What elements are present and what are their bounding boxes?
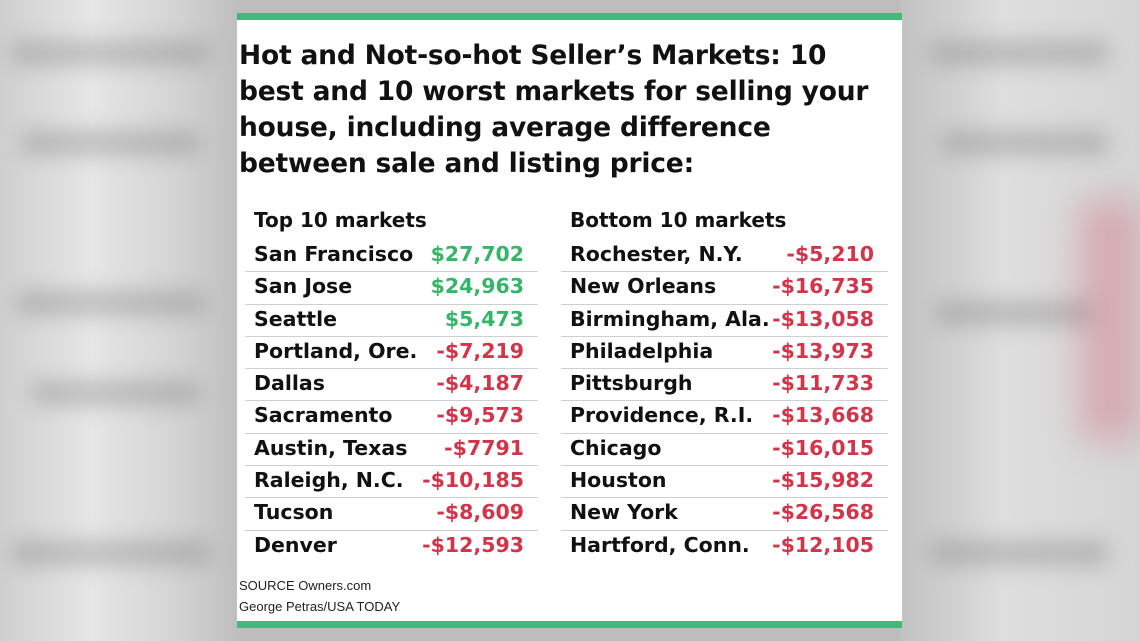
price-difference: -$13,668	[772, 403, 874, 428]
blurred-shape	[15, 290, 205, 316]
blurred-shape	[10, 40, 210, 66]
market-city: Dallas	[254, 371, 325, 396]
table-row: San Francisco $27,702	[245, 240, 538, 273]
market-city: Portland, Ore.	[254, 338, 418, 363]
blurred-shape	[1080, 200, 1140, 440]
price-difference: -$16,015	[772, 435, 874, 460]
market-city: Denver	[254, 532, 337, 557]
price-difference: -$16,735	[772, 274, 874, 299]
market-city: Houston	[570, 468, 667, 493]
price-difference: -$8,609	[436, 500, 524, 525]
blurred-shape	[30, 380, 200, 406]
price-difference: -$11,733	[772, 371, 874, 396]
price-difference: -$7791	[444, 435, 524, 460]
price-difference: -$10,185	[422, 468, 524, 493]
market-city: San Francisco	[254, 242, 414, 266]
market-city: Providence, R.I.	[570, 403, 754, 428]
price-difference: -$9,573	[436, 403, 524, 428]
table-row: Austin, Texas -$7791	[245, 434, 538, 467]
table-row: Houston -$15,982	[561, 466, 888, 499]
source-credit: SOURCE Owners.com George Petras/USA TODA…	[239, 575, 400, 617]
blurred-shape	[20, 130, 200, 156]
market-city: Birmingham, Ala.	[570, 306, 770, 331]
market-city: Hartford, Conn.	[570, 532, 750, 557]
blurred-shape	[930, 40, 1110, 66]
table-row: Sacramento -$9,573	[245, 401, 538, 434]
market-city: Seattle	[254, 306, 338, 331]
blurred-shape	[940, 130, 1110, 156]
market-city: Rochester, N.Y.	[570, 242, 743, 266]
table-row: Rochester, N.Y. -$5,210	[561, 240, 888, 273]
market-city: Austin, Texas	[254, 435, 408, 460]
table-row: San Jose $24,963	[245, 272, 538, 305]
top-markets-heading: Top 10 markets	[254, 208, 427, 232]
table-row: Providence, R.I. -$13,668	[561, 401, 888, 434]
table-row: Denver -$12,593	[245, 531, 538, 563]
price-difference: -$12,105	[772, 532, 874, 557]
market-city: New York	[570, 500, 678, 525]
table-row: Raleigh, N.C. -$10,185	[245, 466, 538, 499]
table-row: Philadelphia -$13,973	[561, 337, 888, 370]
bottom-markets-heading: Bottom 10 markets	[570, 208, 787, 232]
price-difference: -$4,187	[436, 371, 524, 396]
price-difference: -$12,593	[422, 532, 524, 557]
market-city: Raleigh, N.C.	[254, 468, 404, 493]
bottom-markets-table: Rochester, N.Y. -$5,210 New Orleans -$16,73…	[561, 240, 888, 563]
price-difference: -$7,219	[436, 338, 524, 363]
market-city: Tucson	[254, 500, 334, 525]
market-city: Chicago	[570, 435, 662, 460]
market-city: Philadelphia	[570, 338, 714, 363]
table-row: Dallas -$4,187	[245, 369, 538, 402]
price-difference: -$13,058	[772, 306, 874, 331]
price-difference: -$5,210	[786, 242, 874, 266]
market-city: New Orleans	[570, 274, 717, 299]
market-city: San Jose	[254, 274, 353, 299]
market-city: Sacramento	[254, 403, 393, 428]
price-difference: -$15,982	[772, 468, 874, 493]
market-city: Pittsburgh	[570, 371, 693, 396]
price-difference: $24,963	[430, 274, 524, 299]
table-row: Hartford, Conn. -$12,105	[561, 531, 888, 563]
table-row: Portland, Ore. -$7,219	[245, 337, 538, 370]
blurred-shape	[930, 540, 1110, 566]
price-difference: -$26,568	[772, 500, 874, 525]
price-difference: -$13,973	[772, 338, 874, 363]
table-row: New York -$26,568	[561, 498, 888, 531]
infographic-card: Hot and Not-so-hot Seller’s Markets: 10 …	[237, 13, 902, 628]
table-row: Birmingham, Ala. -$13,058	[561, 305, 888, 337]
source-line: SOURCE Owners.com	[239, 578, 372, 593]
price-difference: $27,702	[430, 242, 524, 266]
table-row: Seattle $5,473	[245, 305, 538, 337]
infographic-title: Hot and Not-so-hot Seller’s Markets: 10 …	[239, 40, 869, 179]
table-row: New Orleans -$16,735	[561, 272, 888, 305]
top-markets-table: San Francisco $27,702 San Jose $24,963 Seatt…	[245, 240, 538, 563]
table-row: Tucson -$8,609	[245, 498, 538, 531]
table-row: Chicago -$16,015	[561, 434, 888, 467]
blurred-shape	[10, 540, 210, 566]
table-row: Pittsburgh -$11,733	[561, 369, 888, 402]
blurred-shape	[935, 300, 1095, 326]
credit-line: George Petras/USA TODAY	[239, 599, 401, 614]
price-difference: $5,473	[444, 306, 524, 331]
